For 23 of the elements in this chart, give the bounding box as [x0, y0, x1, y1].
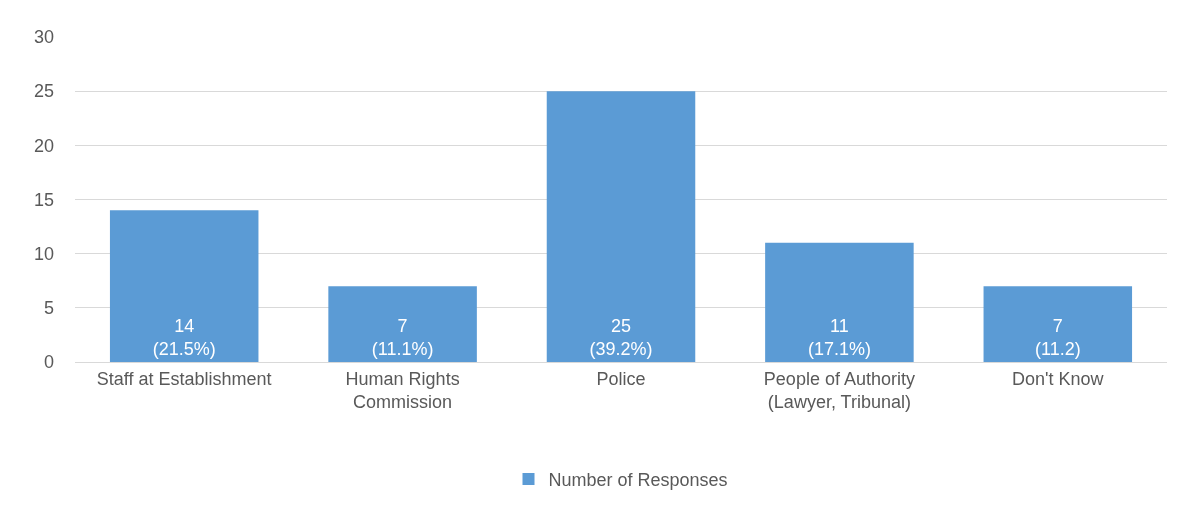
x-tick-label: Don't Know: [1012, 368, 1105, 389]
bar: [328, 286, 477, 362]
data-label: 14 (21.5%): [152, 315, 216, 359]
y-tick-label: 20: [33, 135, 54, 156]
data-label: 7 (11.2): [1034, 315, 1081, 359]
x-tick-label: People of Authority (Lawyer, Tribunal): [763, 368, 915, 412]
x-tick-label: Police: [596, 368, 646, 389]
y-tick-label: 15: [33, 189, 54, 210]
data-label: 11 (17.1%): [807, 315, 871, 359]
y-tick-label: 25: [33, 81, 54, 102]
data-label: 7 (11.1%): [371, 315, 434, 359]
bar: [983, 286, 1133, 362]
y-tick-label: 5: [43, 298, 54, 319]
x-tick-label: Human Rights Commission: [345, 368, 460, 412]
data-label: 25 (39.2%): [589, 315, 653, 359]
bar: [109, 210, 259, 362]
y-tick-label: 0: [43, 352, 54, 373]
y-tick-label: 10: [33, 243, 54, 264]
bar: [765, 242, 914, 362]
x-tick-label: Staff at Establishment: [96, 368, 272, 389]
bar: [546, 91, 696, 362]
legend-label: Number of Responses: [548, 470, 728, 491]
y-tick-label: 30: [33, 27, 54, 48]
